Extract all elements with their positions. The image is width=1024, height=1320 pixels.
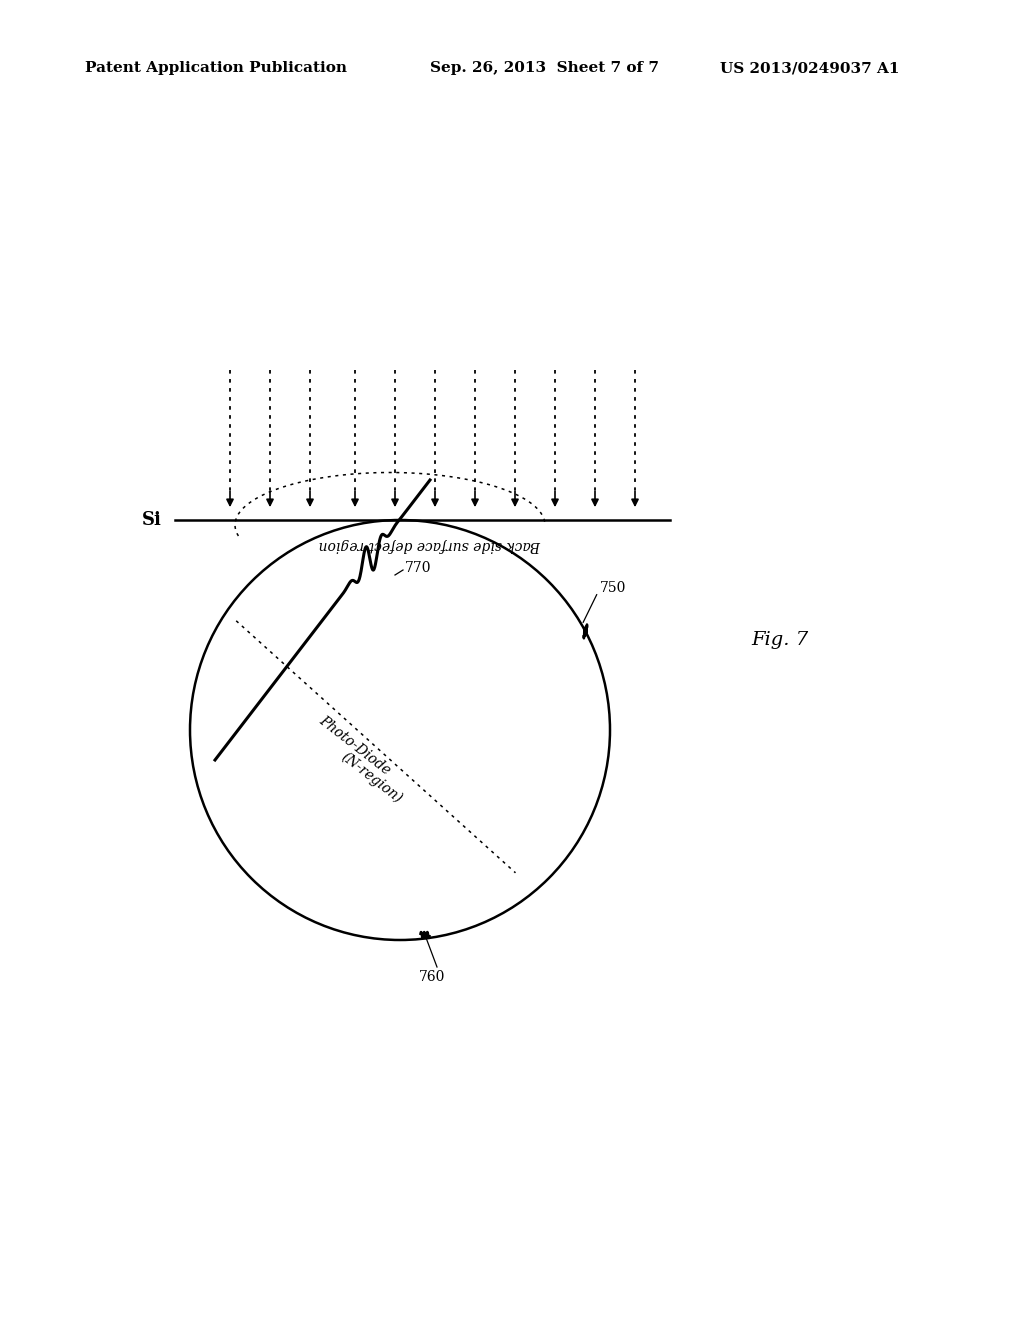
Text: Fig. 7: Fig. 7: [752, 631, 809, 649]
Text: US 2013/0249037 A1: US 2013/0249037 A1: [720, 61, 899, 75]
Text: (N-region): (N-region): [339, 750, 406, 807]
Text: Back-side surface defect region: Back-side surface defect region: [318, 539, 542, 552]
Text: 760: 760: [419, 970, 445, 983]
Text: Patent Application Publication: Patent Application Publication: [85, 61, 347, 75]
Text: Photo-Diode: Photo-Diode: [316, 713, 393, 777]
Text: 750: 750: [600, 581, 627, 595]
Text: Si: Si: [142, 511, 162, 529]
Text: Sep. 26, 2013  Sheet 7 of 7: Sep. 26, 2013 Sheet 7 of 7: [430, 61, 659, 75]
Text: 770: 770: [406, 561, 431, 576]
